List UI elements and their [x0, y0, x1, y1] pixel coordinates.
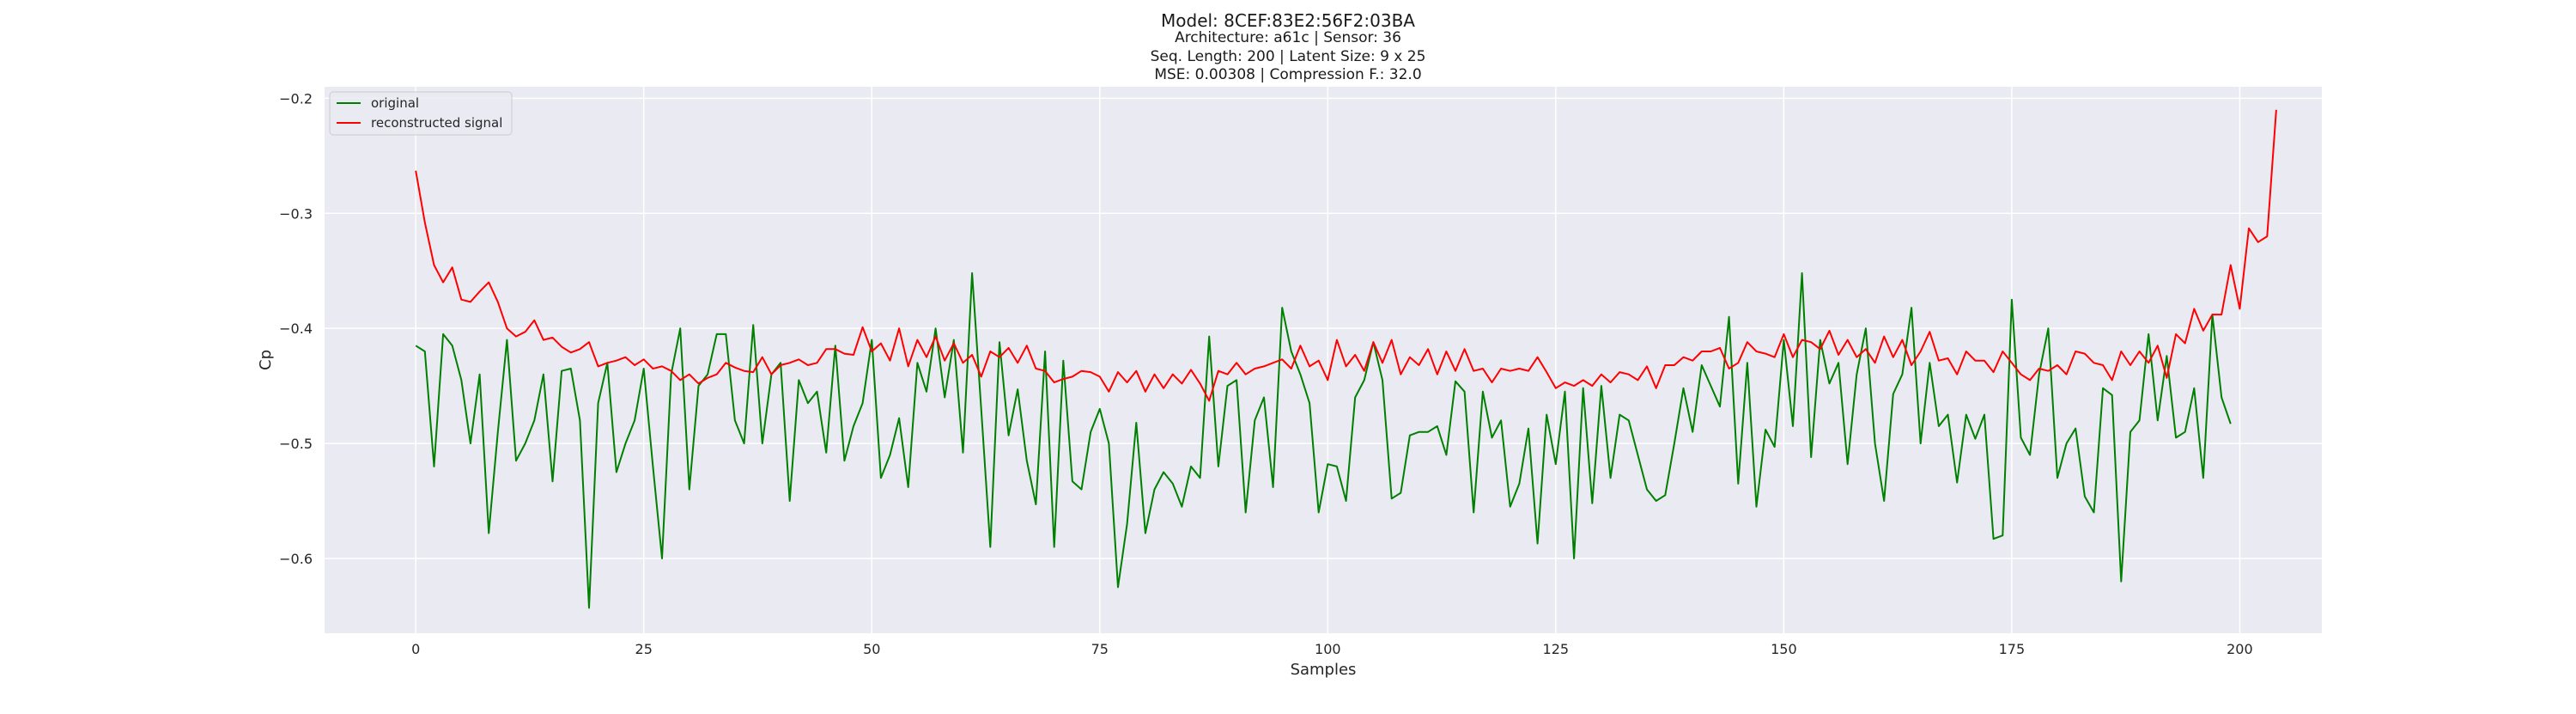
x-tick-label: 0	[411, 641, 420, 657]
chart-subtitle-line-3: MSE: 0.00308 | Compression F.: 32.0	[1154, 66, 1421, 83]
legend-box	[329, 91, 513, 136]
x-tick-label: 100	[1315, 641, 1341, 657]
legend-label-original: original	[371, 95, 419, 111]
series-lines	[415, 109, 2277, 609]
y-tick-label: −0.4	[279, 320, 313, 337]
x-tick-label: 75	[1091, 641, 1109, 657]
legend-label-reconstructed: reconstructed signal	[371, 115, 502, 131]
x-tick-label: 175	[1999, 641, 2026, 657]
x-tick-label: 125	[1543, 641, 1570, 657]
x-tick-labels: 0 25 50 75 100 125 150 175 200	[411, 641, 2253, 657]
plot-area	[325, 87, 2322, 633]
grid	[325, 87, 2322, 633]
x-tick-label: 25	[635, 641, 653, 657]
series-line-reconstructed	[415, 109, 2277, 402]
x-tick-label: 200	[2227, 641, 2253, 657]
chart-subtitle-line-2: Seq. Length: 200 | Latent Size: 9 x 25	[1151, 48, 1426, 65]
legend: original reconstructed signal	[329, 91, 513, 136]
x-tick-label: 150	[1771, 641, 1797, 657]
y-tick-labels: −0.6 −0.5 −0.4 −0.3 −0.2	[279, 90, 313, 567]
y-tick-label: −0.3	[279, 205, 313, 222]
series-line-original	[415, 272, 2232, 609]
chart-subtitle-line-1: Architecture: a61c | Sensor: 36	[1175, 29, 1401, 46]
y-tick-label: −0.2	[279, 90, 313, 107]
y-tick-label: −0.6	[279, 551, 313, 567]
chart-title: Model: 8CEF:83E2:56F2:03BA	[1161, 10, 1415, 31]
y-tick-label: −0.5	[279, 436, 313, 452]
x-tick-label: 50	[863, 641, 880, 657]
x-axis-label: Samples	[1291, 661, 1357, 679]
y-axis-label: Cp	[257, 350, 275, 370]
